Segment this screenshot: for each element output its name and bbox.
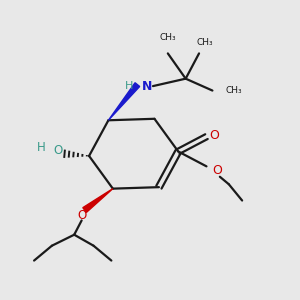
Text: CH₃: CH₃ (197, 38, 213, 47)
Text: O: O (53, 144, 62, 157)
Polygon shape (83, 189, 113, 212)
Text: CH₃: CH₃ (160, 32, 176, 41)
Text: O: O (212, 164, 222, 177)
Text: H: H (37, 140, 46, 154)
Text: O: O (209, 129, 219, 142)
Text: H: H (125, 81, 134, 91)
Polygon shape (108, 83, 140, 120)
Text: O: O (77, 209, 86, 223)
Text: N: N (142, 80, 152, 93)
Text: CH₃: CH₃ (226, 86, 242, 95)
